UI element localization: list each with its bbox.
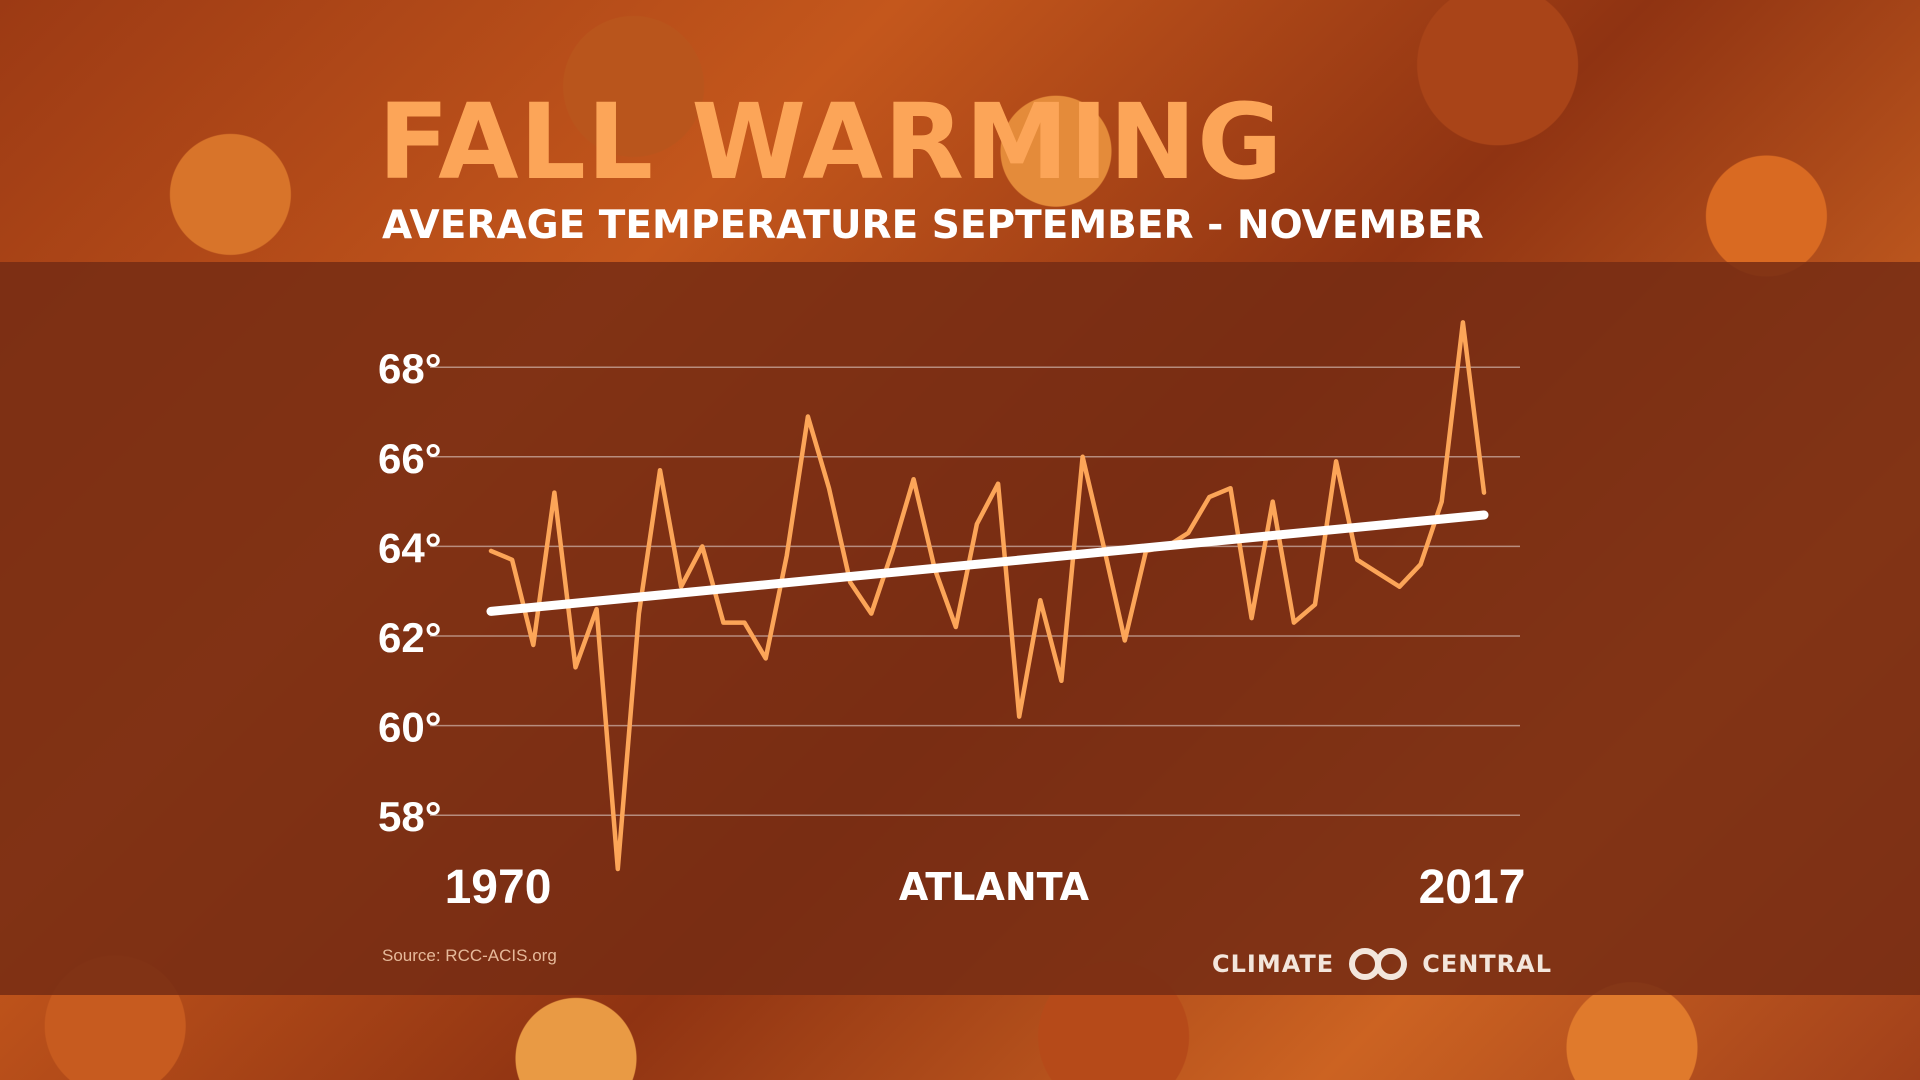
chart-title: FALL WARMING bbox=[378, 81, 1284, 203]
x-end-label: 2017 bbox=[1419, 861, 1526, 914]
y-tick-label-60: 60° bbox=[378, 704, 442, 751]
y-tick-label-66: 66° bbox=[378, 435, 442, 482]
logo-text-right: CENTRAL bbox=[1422, 950, 1553, 978]
y-tick-label-64: 64° bbox=[378, 524, 442, 571]
y-tick-label-62: 62° bbox=[378, 614, 442, 661]
interlocking-rings-icon bbox=[1349, 948, 1408, 980]
temperature-series-line bbox=[488, 320, 1487, 872]
source-note: Source: RCC-ACIS.org bbox=[382, 946, 557, 965]
location-label: ATLANTA bbox=[899, 865, 1090, 909]
logo-text-left: CLIMATE bbox=[1212, 950, 1335, 978]
y-tick-label-58: 58° bbox=[378, 793, 442, 840]
chart-subtitle: AVERAGE TEMPERATURE SEPTEMBER - NOVEMBER bbox=[382, 203, 1484, 248]
y-tick-label-68: 68° bbox=[378, 345, 442, 392]
climate-central-logo: CLIMATE CENTRAL bbox=[1212, 946, 1552, 982]
y-gridlines bbox=[430, 366, 1520, 816]
chart-band bbox=[0, 262, 1920, 995]
y-tick-labels: 58° 60° 62° 64° 66° 68° bbox=[378, 345, 442, 840]
x-start-label: 1970 bbox=[445, 861, 552, 914]
series-layer bbox=[486, 320, 1489, 872]
trend-line bbox=[486, 510, 1489, 616]
